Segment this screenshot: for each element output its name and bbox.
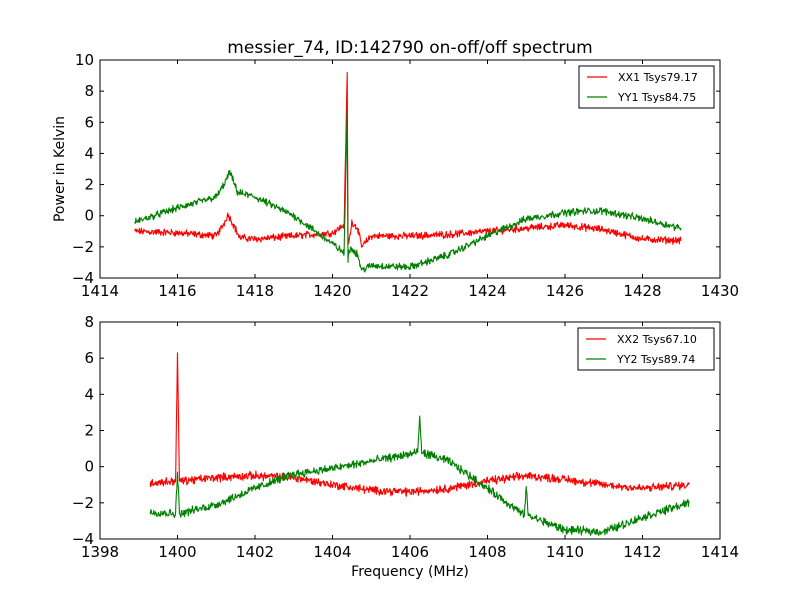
top-legend: XX1 Tsys79.17 YY1 Tsys84.75 xyxy=(578,65,715,109)
x-tick-label: 1404 xyxy=(313,543,351,561)
top-ticks-layer: 1414 1416 1418 1420 1422 1424 1426 1428 1430 −4 −2… xyxy=(72,51,739,300)
x-tick-label: 1424 xyxy=(468,282,506,300)
x-tick-label: 1408 xyxy=(468,543,506,561)
top-subplot: messier_74, ID:142790 on-off/off spectru… xyxy=(52,38,739,300)
y-axis-label: Power in Kelvin xyxy=(52,116,68,222)
bottom-subplot: Frequency (MHz) 1398 1400 1402 1404 1406 1408… xyxy=(72,313,739,580)
legend-label-yy1: YY1 Tsys84.75 xyxy=(617,91,696,104)
x-tick-label: 1406 xyxy=(391,543,429,561)
legend-label-xx2: XX2 Tsys67.10 xyxy=(617,333,697,346)
x-tick-label: 1428 xyxy=(623,282,661,300)
top-series-layer xyxy=(134,71,682,273)
legend-label-yy2: YY2 Tsys89.74 xyxy=(616,353,695,366)
legend-label-xx1: XX1 Tsys79.17 xyxy=(618,71,698,84)
y-tick-label: 10 xyxy=(75,51,94,69)
x-tick-label: 1412 xyxy=(623,543,661,561)
y-tick-label: 8 xyxy=(84,82,94,100)
bottom-legend: XX2 Tsys67.10 YY2 Tsys89.74 xyxy=(577,327,715,371)
x-axis-label: Frequency (MHz) xyxy=(351,564,469,580)
x-tick-label: 1418 xyxy=(236,282,274,300)
bottom-series-layer xyxy=(149,352,690,536)
y-tick-label: 6 xyxy=(84,113,94,131)
y-tick-label: −4 xyxy=(72,269,94,287)
y-tick-label: −2 xyxy=(72,238,94,256)
y-tick-label: 0 xyxy=(84,458,94,476)
top-legend-box xyxy=(578,65,715,109)
x-tick-label: 1402 xyxy=(236,543,274,561)
bottom-ticks-layer: 1398 1400 1402 1404 1406 1408 1410 1412 1414 −4 −2… xyxy=(72,313,739,561)
y-tick-label: 0 xyxy=(84,207,94,225)
x-tick-label: 1398 xyxy=(81,543,119,561)
x-tick-label: 1400 xyxy=(158,543,196,561)
series-line-xx1 xyxy=(134,71,682,248)
x-tick-label: 1414 xyxy=(81,282,119,300)
x-tick-label: 1410 xyxy=(546,543,584,561)
x-tick-label: 1430 xyxy=(701,282,739,300)
y-tick-label: −4 xyxy=(72,530,94,548)
chart-title: messier_74, ID:142790 on-off/off spectru… xyxy=(227,38,592,58)
series-line-yy2 xyxy=(149,415,690,536)
y-tick-label: 2 xyxy=(84,422,94,440)
series-line-yy1 xyxy=(134,109,682,273)
y-tick-label: −2 xyxy=(72,494,94,512)
y-tick-label: 6 xyxy=(84,349,94,367)
x-tick-label: 1426 xyxy=(546,282,584,300)
bottom-legend-box xyxy=(577,327,715,371)
y-tick-label: 2 xyxy=(84,176,94,194)
y-tick-label: 8 xyxy=(84,313,94,331)
x-tick-label: 1414 xyxy=(701,543,739,561)
y-tick-label: 4 xyxy=(84,144,94,162)
x-tick-label: 1416 xyxy=(158,282,196,300)
y-tick-label: 4 xyxy=(84,385,94,403)
x-tick-label: 1420 xyxy=(313,282,351,300)
series-line-xx2 xyxy=(149,352,690,497)
x-tick-label: 1422 xyxy=(391,282,429,300)
